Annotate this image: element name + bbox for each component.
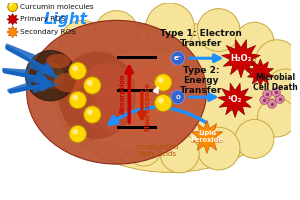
Ellipse shape — [82, 64, 131, 98]
Circle shape — [257, 98, 296, 137]
Circle shape — [69, 125, 86, 143]
Bar — [117, 126, 158, 129]
Text: Curcumin molecules: Curcumin molecules — [20, 4, 94, 10]
Ellipse shape — [58, 51, 136, 139]
Circle shape — [9, 3, 12, 7]
Bar — [117, 89, 158, 92]
Circle shape — [50, 73, 89, 112]
Polygon shape — [222, 40, 260, 78]
Text: Microbial
Cell Death: Microbial Cell Death — [253, 73, 297, 92]
Circle shape — [66, 102, 105, 141]
Text: Type 1: Electron
Transfer: Type 1: Electron Transfer — [160, 29, 242, 48]
Text: Unsaturated
Fatty Acids: Unsaturated Fatty Acids — [136, 144, 179, 157]
Ellipse shape — [56, 22, 284, 172]
Circle shape — [59, 20, 106, 67]
Circle shape — [25, 50, 76, 101]
Text: Fluorescence: Fluorescence — [145, 82, 151, 131]
Text: H₂O₂: H₂O₂ — [230, 54, 252, 63]
Ellipse shape — [92, 85, 160, 134]
Polygon shape — [2, 68, 52, 84]
Circle shape — [260, 96, 268, 104]
Circle shape — [160, 134, 199, 173]
Circle shape — [154, 94, 172, 112]
Text: Secondary ROS: Secondary ROS — [20, 29, 76, 35]
Text: e⁻: e⁻ — [173, 55, 182, 61]
Ellipse shape — [53, 73, 82, 92]
Text: Absorption: Absorption — [120, 73, 126, 114]
Circle shape — [87, 109, 93, 115]
Circle shape — [69, 62, 86, 80]
Ellipse shape — [46, 54, 70, 68]
Circle shape — [72, 129, 78, 134]
Polygon shape — [7, 14, 19, 25]
Circle shape — [8, 2, 17, 12]
Circle shape — [275, 95, 284, 103]
Ellipse shape — [124, 66, 177, 105]
Polygon shape — [191, 120, 223, 153]
Polygon shape — [248, 59, 273, 86]
Circle shape — [263, 90, 272, 99]
Circle shape — [69, 91, 86, 109]
Circle shape — [92, 121, 131, 160]
Text: O: O — [176, 95, 180, 100]
Text: Type 2:
Energy
Transfer: Type 2: Energy Transfer — [180, 66, 222, 95]
Circle shape — [87, 80, 93, 86]
Text: ¹O₂: ¹O₂ — [228, 95, 242, 104]
Polygon shape — [7, 26, 19, 38]
Polygon shape — [218, 83, 252, 117]
Circle shape — [272, 88, 280, 97]
Circle shape — [72, 95, 78, 100]
Circle shape — [72, 66, 78, 71]
Text: Light: Light — [44, 12, 88, 27]
Circle shape — [146, 3, 194, 51]
Circle shape — [268, 100, 276, 108]
Polygon shape — [5, 43, 58, 79]
Text: Primary ROS: Primary ROS — [20, 16, 66, 22]
Circle shape — [266, 69, 300, 108]
Circle shape — [235, 119, 274, 158]
Ellipse shape — [78, 51, 204, 149]
Ellipse shape — [27, 20, 206, 164]
Circle shape — [95, 11, 138, 53]
Circle shape — [158, 77, 164, 83]
Circle shape — [235, 22, 274, 61]
Circle shape — [37, 62, 64, 89]
Circle shape — [197, 9, 240, 51]
Text: Lipid
Peroxide: Lipid Peroxide — [190, 130, 223, 143]
Circle shape — [84, 77, 101, 94]
Circle shape — [197, 127, 240, 170]
Circle shape — [154, 74, 172, 91]
Polygon shape — [7, 82, 57, 93]
Circle shape — [171, 90, 184, 104]
Circle shape — [126, 131, 161, 166]
Circle shape — [84, 106, 101, 123]
Bar — [117, 56, 158, 59]
Circle shape — [171, 51, 184, 65]
Circle shape — [54, 40, 97, 83]
Circle shape — [256, 40, 298, 83]
Circle shape — [158, 98, 164, 103]
